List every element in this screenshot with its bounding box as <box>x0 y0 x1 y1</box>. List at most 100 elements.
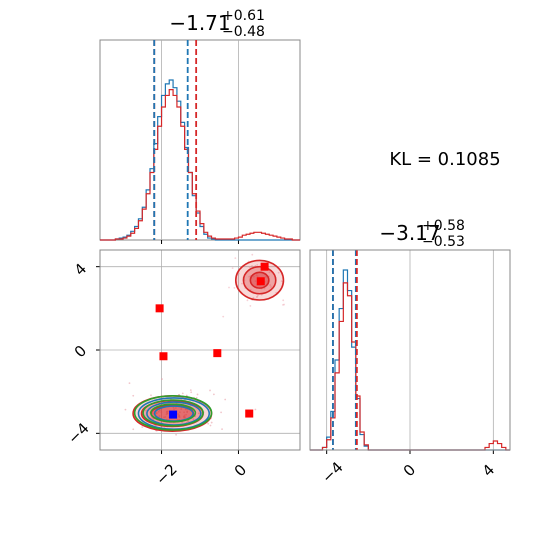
joint-sample-dot <box>209 389 211 392</box>
joint-marker-red <box>159 352 168 361</box>
x-marginal-hist-line <box>100 89 300 241</box>
joint-sample-dot <box>255 296 258 298</box>
joint-contour-ellipse <box>142 399 204 427</box>
joint-ytick-0: 0 <box>71 342 90 361</box>
joint-sample-dot <box>249 288 252 291</box>
joint-marker-red <box>256 277 265 286</box>
joint-sample-dot <box>251 265 253 267</box>
joint-sample-dot <box>152 412 155 415</box>
joint-ytick-4: 4 <box>71 260 90 279</box>
y-marginal-title-value: −3.17 <box>379 221 440 245</box>
joint-sample-dot <box>183 411 186 414</box>
joint-sample-dot <box>178 415 180 418</box>
joint-sample-dot <box>161 378 163 380</box>
joint-sample-dot <box>190 391 193 394</box>
joint-sample-dot <box>210 421 213 424</box>
joint-sample-dot <box>254 280 257 283</box>
joint-sample-dot <box>221 428 223 431</box>
joint-sample-dot <box>224 398 227 401</box>
x-marginal-title-value: −1.71 <box>169 11 230 35</box>
x-marginal-hist-line <box>100 79 300 241</box>
joint-sample-dot <box>207 422 210 425</box>
joint-frame <box>99 249 301 451</box>
y-marginal-frame <box>309 249 511 451</box>
joint-sample-dot <box>165 413 168 416</box>
y-marginal-title-sub: −0.53 <box>422 234 465 250</box>
joint-sample-dot <box>256 264 259 266</box>
y-marginal-xtick-neg4: −4 <box>318 458 346 486</box>
joint-sample-dot <box>264 276 267 278</box>
joint-contours <box>132 259 285 433</box>
joint-sample-dot <box>283 303 285 306</box>
joint-sample-dot <box>222 315 225 318</box>
joint-sample-dot <box>246 299 249 302</box>
joint-sample-dot <box>269 284 272 287</box>
joint-sample-dot <box>124 408 127 411</box>
joint-sample-dot <box>233 287 236 289</box>
joint-markers <box>155 262 269 419</box>
joint-marker-red <box>260 262 269 271</box>
joint-sample-dot <box>282 299 285 302</box>
joint-sample-dot <box>158 409 161 412</box>
joint-sample-dot <box>178 411 181 414</box>
joint-sample-dot <box>150 394 152 397</box>
joint-contour-ellipse <box>146 401 202 426</box>
joint-sample-dot <box>185 394 188 397</box>
x-marginal-title-sup: +0.61 <box>222 8 265 24</box>
joint-sample-dot <box>164 416 167 418</box>
joint-sample-dot <box>241 282 243 285</box>
joint-sample-dot <box>248 266 251 269</box>
x-marginal-title-sub: −0.48 <box>222 24 265 40</box>
joint-sample-dot <box>237 272 240 275</box>
joint-sample-dot <box>187 420 190 423</box>
joint-sample-dot <box>132 428 135 431</box>
joint-sample-dot <box>132 394 135 397</box>
joint-sample-dot <box>184 408 187 411</box>
joint-marker-blue <box>169 410 178 419</box>
joint-sample-dot <box>248 275 251 278</box>
joint-sample-dot <box>192 418 195 421</box>
joint-sample-dot <box>252 296 255 299</box>
joint-sample-dot <box>277 271 280 274</box>
x-marginal-title: −1.71 <box>169 11 230 35</box>
y-marginal-xtick-0: 0 <box>400 461 419 480</box>
joint-sample-dot <box>209 424 212 427</box>
x-marginal-frame <box>99 39 301 241</box>
joint-sample-dot <box>254 408 257 411</box>
joint-sample-dot <box>181 392 184 395</box>
y-marginal-panel: −3.17 +0.58 −0.53 −4 0 4 <box>309 218 511 487</box>
joint-sample-dot <box>234 257 237 260</box>
joint-sample-dot <box>196 393 199 396</box>
joint-sample-dot <box>280 280 283 283</box>
joint-sample-dot <box>255 274 258 277</box>
joint-sample-dot <box>197 412 200 415</box>
joint-sample-dot <box>160 411 163 414</box>
joint-sample-dot <box>152 418 155 421</box>
joint-sample-dot <box>268 271 271 274</box>
y-marginal-title: −3.17 <box>379 221 440 245</box>
x-marginal-quantile-lines <box>153 40 198 240</box>
joint-contour-ellipse <box>137 397 211 430</box>
joint-panel: −2 0 −4 0 4 <box>64 249 301 489</box>
x-marginal-grid <box>161 40 239 244</box>
joint-sample-dot <box>173 408 175 411</box>
joint-sample-dot <box>195 396 198 399</box>
y-marginal-xtick-4: 4 <box>479 461 498 480</box>
joint-sample-dot <box>249 305 252 307</box>
joint-sample-dot <box>220 411 222 414</box>
y-marginal-quantile-lines <box>332 250 358 450</box>
joint-sample-dot <box>231 267 234 270</box>
joint-sample-dot <box>270 286 272 288</box>
joint-sample-dot <box>180 408 183 411</box>
joint-sample-dot <box>157 410 160 413</box>
y-marginal-title-sup: +0.58 <box>422 218 465 234</box>
joint-sample-dot <box>166 412 169 415</box>
joint-sample-dot <box>158 415 161 417</box>
joint-sample-dot <box>256 294 259 297</box>
joint-sample-dot <box>189 389 192 392</box>
x-marginal-panel: −1.71 +0.61 −0.48 <box>99 8 301 244</box>
joint-sample-dot <box>212 393 215 396</box>
joint-sample-dot <box>175 433 177 436</box>
joint-sample-dot <box>163 416 165 419</box>
